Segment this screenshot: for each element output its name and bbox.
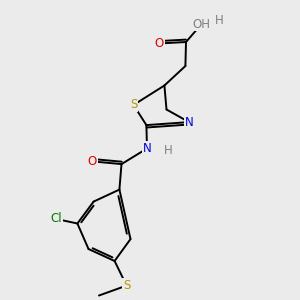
Text: O: O	[88, 155, 97, 168]
Text: H: H	[164, 143, 172, 157]
Text: N: N	[184, 116, 194, 129]
Text: O: O	[154, 37, 164, 50]
Text: OH: OH	[193, 17, 211, 31]
Text: S: S	[130, 98, 137, 112]
Text: S: S	[123, 279, 130, 292]
Text: N: N	[142, 142, 152, 155]
Text: Cl: Cl	[51, 212, 62, 226]
Text: H: H	[214, 14, 224, 28]
